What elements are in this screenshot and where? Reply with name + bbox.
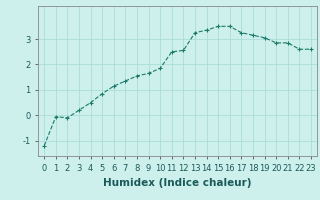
- X-axis label: Humidex (Indice chaleur): Humidex (Indice chaleur): [103, 178, 252, 188]
